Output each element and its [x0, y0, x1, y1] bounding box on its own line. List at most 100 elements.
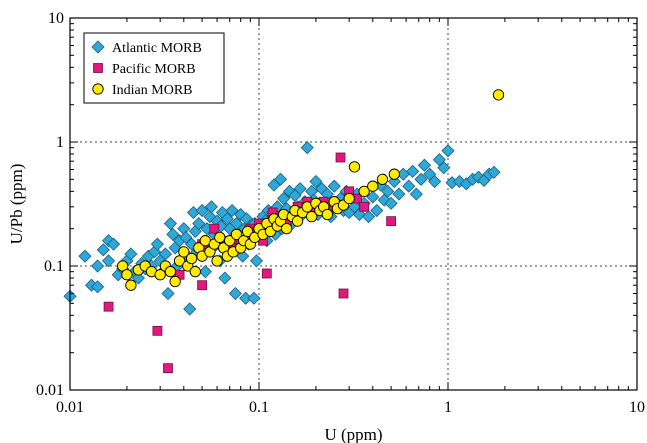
pacific-morb-point: [103, 301, 114, 312]
atlantic-morb-point: [131, 271, 145, 285]
atlantic-morb-point: [402, 179, 416, 193]
y-tick-label: 10: [48, 10, 64, 27]
data-points: [63, 89, 505, 374]
indian-morb-point: [280, 223, 293, 235]
indian-morb-point: [214, 231, 226, 244]
indian-morb-point: [241, 225, 254, 238]
legend-marker-pacific-morb: [93, 63, 103, 73]
atlantic-morb-point: [225, 203, 239, 218]
indian-morb-point: [306, 211, 318, 223]
pacific-morb-point: [335, 152, 346, 163]
indian-morb-point: [367, 180, 379, 192]
plot-frame: [69, 17, 638, 391]
atlantic-morb-point: [218, 271, 232, 285]
legend: Atlantic MORB Pacific MORB Indian MORB: [83, 32, 225, 104]
atlantic-morb-point: [195, 203, 209, 218]
pacific-morb-point: [386, 216, 397, 227]
indian-morb-point: [291, 215, 304, 227]
indian-morb-point: [343, 192, 355, 205]
pacific-morb-point: [338, 288, 349, 299]
x-tick-label: 1: [444, 399, 452, 416]
atlantic-morb-point: [362, 210, 376, 224]
atlantic-morb-point: [177, 222, 191, 236]
atlantic-morb-point: [300, 141, 314, 155]
atlantic-morb-point: [198, 265, 212, 279]
atlantic-morb-point: [96, 243, 110, 257]
pacific-morb-point: [261, 268, 272, 279]
indian-morb-point: [154, 269, 166, 281]
legend-label-atlantic-morb: Atlantic MORB: [112, 41, 202, 56]
legend-label-pacific-morb: Pacific MORB: [112, 62, 196, 77]
atlantic-morb-point: [487, 165, 501, 179]
pacific-morb-point: [209, 223, 220, 234]
atlantic-morb-point: [273, 172, 288, 186]
y-tick-label: 0.01: [36, 382, 64, 399]
atlantic-morb-point: [414, 172, 428, 186]
indian-morb-point: [173, 255, 186, 267]
atlantic-morb-point: [437, 161, 451, 175]
atlantic-morb-point: [347, 200, 362, 214]
pacific-morb-point: [163, 363, 173, 374]
y-tick-label: 1: [56, 134, 64, 151]
atlantic-morb-point: [392, 187, 406, 201]
indian-morb-point: [125, 279, 137, 291]
atlantic-morb-point: [309, 174, 323, 189]
legend-box: [83, 32, 225, 104]
indian-morb-point: [211, 255, 223, 267]
indian-morb-point: [230, 228, 243, 240]
pacific-morb-point: [359, 201, 370, 212]
atlantic-morb-point: [124, 247, 138, 261]
y-tick-label: 0.1: [44, 258, 64, 275]
atlantic-morb-point: [161, 286, 175, 301]
atlantic-morb-point: [228, 286, 242, 301]
atlantic-morb-point: [293, 182, 307, 196]
atlantic-morb-point: [366, 190, 380, 204]
y-axis-label: U/Pb (ppm): [7, 164, 26, 245]
atlantic-morb-point: [249, 254, 264, 268]
indian-morb-point: [492, 89, 505, 101]
atlantic-morb-point: [409, 187, 423, 201]
atlantic-morb-point: [370, 203, 384, 218]
indian-morb-point: [178, 246, 190, 258]
tick-labels: 0.01 0.1 1 10 0.01 0.1 1 10: [36, 10, 645, 416]
indian-morb-point: [121, 269, 133, 281]
atlantic-morb-point: [183, 302, 197, 316]
atlantic-morb-point: [158, 247, 173, 261]
indian-morb-point: [321, 208, 334, 221]
atlantic-morb-point: [91, 259, 105, 273]
atlantic-morb-point: [78, 249, 92, 263]
legend-label-indian-morb: Indian MORB: [112, 83, 193, 98]
atlantic-morb-point: [327, 179, 341, 193]
legend-marker-atlantic-morb: [91, 40, 105, 54]
axis-ticks: [69, 18, 637, 391]
x-axis-label: U (ppm): [324, 425, 382, 443]
atlantic-morb-point: [406, 164, 420, 178]
legend-marker-indian-morb: [92, 83, 104, 95]
atlantic-morb-point: [106, 237, 121, 251]
atlantic-morb-point: [384, 196, 398, 210]
indian-morb-point: [348, 161, 361, 173]
x-tick-label: 0.01: [56, 399, 84, 416]
atlantic-morb-point: [277, 191, 291, 206]
indian-morb-point: [358, 185, 370, 197]
indian-morb-point: [164, 266, 177, 278]
atlantic-morb-point: [441, 144, 455, 158]
indian-morb-point: [189, 266, 201, 278]
atlantic-morb-point: [163, 216, 178, 231]
indian-morb-point: [388, 168, 400, 180]
indian-morb-point: [169, 275, 181, 288]
indian-morb-point: [185, 252, 198, 265]
atlantic-morb-point: [150, 237, 164, 251]
pacific-morb-point: [197, 280, 208, 291]
atlantic-morb-point: [192, 216, 206, 231]
atlantic-morb-point: [102, 254, 116, 268]
atlantic-morb-point: [417, 158, 431, 172]
atlantic-morb-point: [204, 200, 218, 214]
x-tick-label: 10: [629, 399, 645, 416]
atlantic-morb-point: [166, 227, 180, 241]
atlantic-morb-point: [381, 184, 395, 198]
indian-morb-point: [376, 173, 389, 185]
atlantic-morb-point: [91, 280, 105, 294]
x-tick-label: 0.1: [249, 399, 269, 416]
